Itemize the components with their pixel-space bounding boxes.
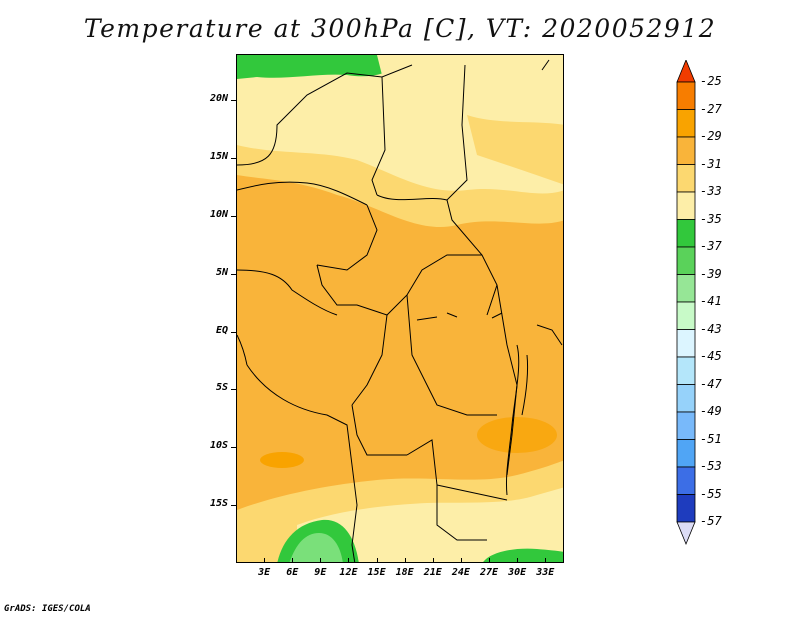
- colorbar-label: -25: [700, 74, 722, 88]
- colorbar-bottom-triangle: [676, 521, 696, 546]
- lat-tick-label: 5S: [215, 382, 228, 394]
- lon-tick-label: 30E: [508, 567, 527, 578]
- map-title: Temperature at 300hPa [C], VT: 202005291…: [83, 14, 717, 43]
- field-band-light-orange-east: [467, 115, 563, 185]
- colorbar-swatch: [676, 301, 696, 330]
- colorbar-swatch: [676, 81, 696, 110]
- colorbar-label: -37: [700, 239, 722, 253]
- colorbar-label: -49: [700, 404, 722, 418]
- lat-tick-label: EQ: [215, 324, 228, 336]
- lon-tick-mark: [545, 558, 547, 563]
- lon-tick-label: 15E: [367, 567, 386, 578]
- lon-tick-mark: [376, 558, 378, 563]
- colorbar-swatch: [676, 439, 696, 468]
- colorbar-swatch: [676, 384, 696, 413]
- coastline-details: [416, 59, 563, 496]
- colorbar: [676, 60, 696, 546]
- colorbar-label: -33: [700, 184, 722, 198]
- colorbar-swatch: [676, 274, 696, 303]
- colorbar-label: -35: [700, 211, 722, 226]
- lon-tick-mark: [404, 558, 406, 563]
- colorbar-top-triangle: [676, 60, 696, 83]
- lon-tick-label: 12E: [339, 567, 358, 578]
- colorbar-label: -51: [700, 431, 722, 446]
- colorbar-label: -47: [700, 376, 722, 391]
- field-band-pale-south: [297, 487, 563, 562]
- lon-tick-label: 3E: [258, 567, 271, 578]
- colorbar-label: -55: [700, 486, 722, 501]
- lon-tick-mark: [292, 558, 294, 563]
- lat-tick-label: 15S: [209, 498, 228, 510]
- lat-tick-label: 10N: [209, 208, 228, 220]
- colorbar-swatch: [676, 136, 696, 165]
- lon-tick-label: 21E: [423, 567, 442, 578]
- lat-tick-mark: [231, 273, 236, 275]
- colorbar-label: -27: [700, 101, 722, 116]
- lon-tick-mark: [460, 558, 462, 563]
- colorbar-swatch: [676, 411, 696, 440]
- colorbar-swatch: [676, 109, 696, 138]
- lon-tick-label: 6E: [286, 567, 299, 578]
- colorbar-swatch: [676, 466, 696, 495]
- colorbar-label: -39: [700, 266, 722, 281]
- map-plot-area: [236, 54, 564, 563]
- lon-tick-mark: [489, 558, 491, 563]
- lon-tick-label: 27E: [479, 567, 499, 578]
- colorbar-swatch: [676, 356, 696, 385]
- lon-tick-label: 9E: [314, 567, 327, 578]
- colorbar-swatch: [676, 329, 696, 358]
- lat-tick-label: 15N: [209, 151, 228, 163]
- grads-credit: GrADS: IGES/COLA: [4, 604, 91, 614]
- lat-tick-label: 10S: [209, 440, 228, 452]
- lat-tick-mark: [231, 389, 236, 391]
- colorbar-swatch: [676, 191, 696, 220]
- field-band-light-green-southwest: [289, 533, 343, 562]
- lon-tick-mark: [264, 558, 266, 563]
- colorbar-swatch: [676, 246, 696, 275]
- lon-tick-label: 18E: [395, 567, 414, 578]
- field-patch-warm-2: [477, 417, 557, 453]
- lat-tick-mark: [231, 158, 236, 160]
- lat-tick-mark: [231, 215, 236, 217]
- colorbar-swatch: [676, 219, 696, 248]
- field-band-green-north: [237, 55, 412, 79]
- colorbar-label: -29: [700, 129, 722, 143]
- lon-tick-mark: [320, 558, 322, 563]
- colorbar-label: -53: [700, 459, 722, 473]
- colorbar-label: -41: [700, 294, 722, 308]
- lon-tick-mark: [348, 558, 350, 563]
- colorbar-swatch: [676, 164, 696, 193]
- lon-tick-label: 33E: [536, 567, 555, 578]
- lat-tick-mark: [231, 331, 236, 333]
- lat-tick-mark: [231, 447, 236, 449]
- colorbar-label: -43: [700, 321, 722, 336]
- field-band-light-orange-north: [237, 145, 563, 227]
- lat-tick-mark: [231, 505, 236, 507]
- lon-tick-label: 24E: [451, 567, 470, 578]
- lat-tick-label: 20N: [209, 93, 228, 105]
- lat-tick-mark: [231, 100, 236, 102]
- temperature-field: [237, 55, 563, 562]
- colorbar-label: -31: [700, 156, 722, 171]
- lat-tick-label: 5N: [215, 266, 228, 278]
- field-band-green-southeast: [483, 548, 563, 562]
- lon-tick-mark: [432, 558, 434, 563]
- colorbar-label: -45: [700, 349, 722, 363]
- colorbar-swatch: [676, 494, 696, 523]
- colorbar-label: -57: [700, 514, 722, 528]
- lon-tick-mark: [517, 558, 519, 563]
- field-patch-warm-1: [260, 452, 304, 468]
